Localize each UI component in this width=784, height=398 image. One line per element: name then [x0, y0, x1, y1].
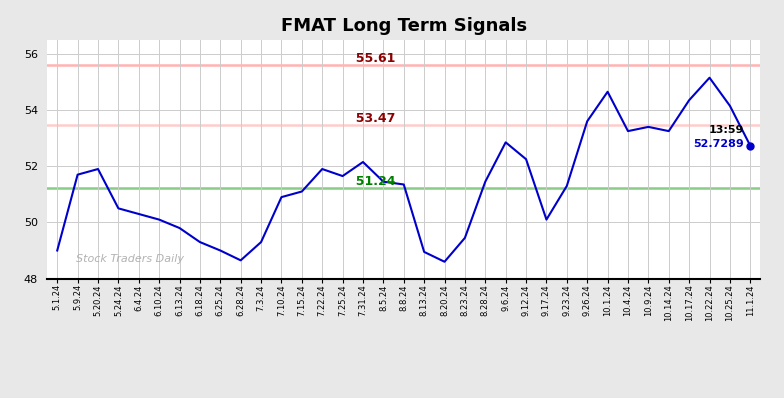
- Text: 51.24: 51.24: [347, 175, 395, 187]
- Text: 53.47: 53.47: [347, 112, 395, 125]
- Title: FMAT Long Term Signals: FMAT Long Term Signals: [281, 18, 527, 35]
- Text: 13:59: 13:59: [709, 125, 744, 135]
- Text: 52.7289: 52.7289: [693, 139, 744, 149]
- Text: Stock Traders Daily: Stock Traders Daily: [75, 254, 183, 264]
- Text: 55.61: 55.61: [347, 52, 395, 65]
